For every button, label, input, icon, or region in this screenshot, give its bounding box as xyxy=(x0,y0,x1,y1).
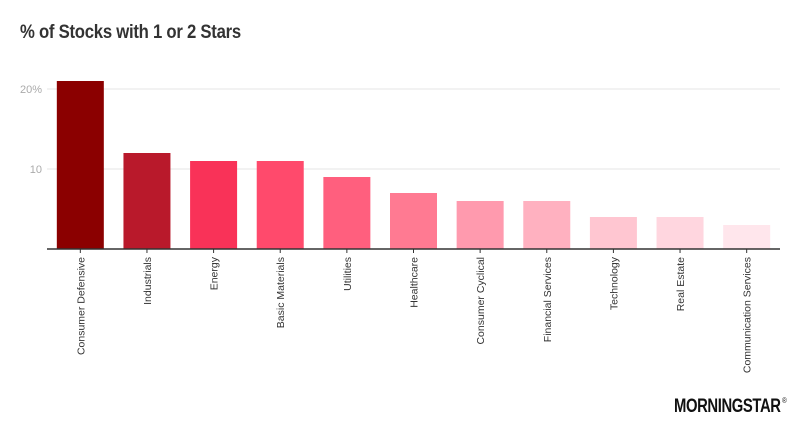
x-tick-label: Real Estate xyxy=(675,257,687,311)
x-tick-label: Industrials xyxy=(142,257,154,305)
x-tick-label: Consumer Cyclical xyxy=(475,257,487,345)
bar xyxy=(656,217,704,249)
y-tick-label: 10 xyxy=(30,164,42,176)
x-tick-label: Healthcare xyxy=(409,257,421,308)
bar xyxy=(723,225,771,249)
logo-text: MORNINGSTAR xyxy=(674,396,781,417)
bar xyxy=(390,193,437,249)
bar xyxy=(523,201,571,249)
x-tick-label: Energy xyxy=(209,256,221,290)
bar xyxy=(190,161,238,249)
y-tick-label: 20% xyxy=(20,84,42,96)
x-tick-label: Communication Services xyxy=(742,257,754,373)
x-tick-label: Consumer Defensive xyxy=(75,257,87,355)
bar xyxy=(256,161,304,249)
bar xyxy=(123,153,171,249)
bar xyxy=(589,217,637,249)
x-tick-label: Basic Materials xyxy=(275,257,287,328)
x-tick-label: Technology xyxy=(608,256,620,310)
x-tick-label: Financial Services xyxy=(542,257,554,342)
morningstar-logo: MORNINGSTAR ® xyxy=(674,396,787,418)
registered-mark: ® xyxy=(782,396,787,405)
x-tick-label: Utilities xyxy=(342,257,354,291)
bar xyxy=(323,177,371,249)
bar xyxy=(56,81,104,249)
bar xyxy=(456,201,504,249)
chart-title: % of Stocks with 1 or 2 Stars xyxy=(20,22,241,43)
